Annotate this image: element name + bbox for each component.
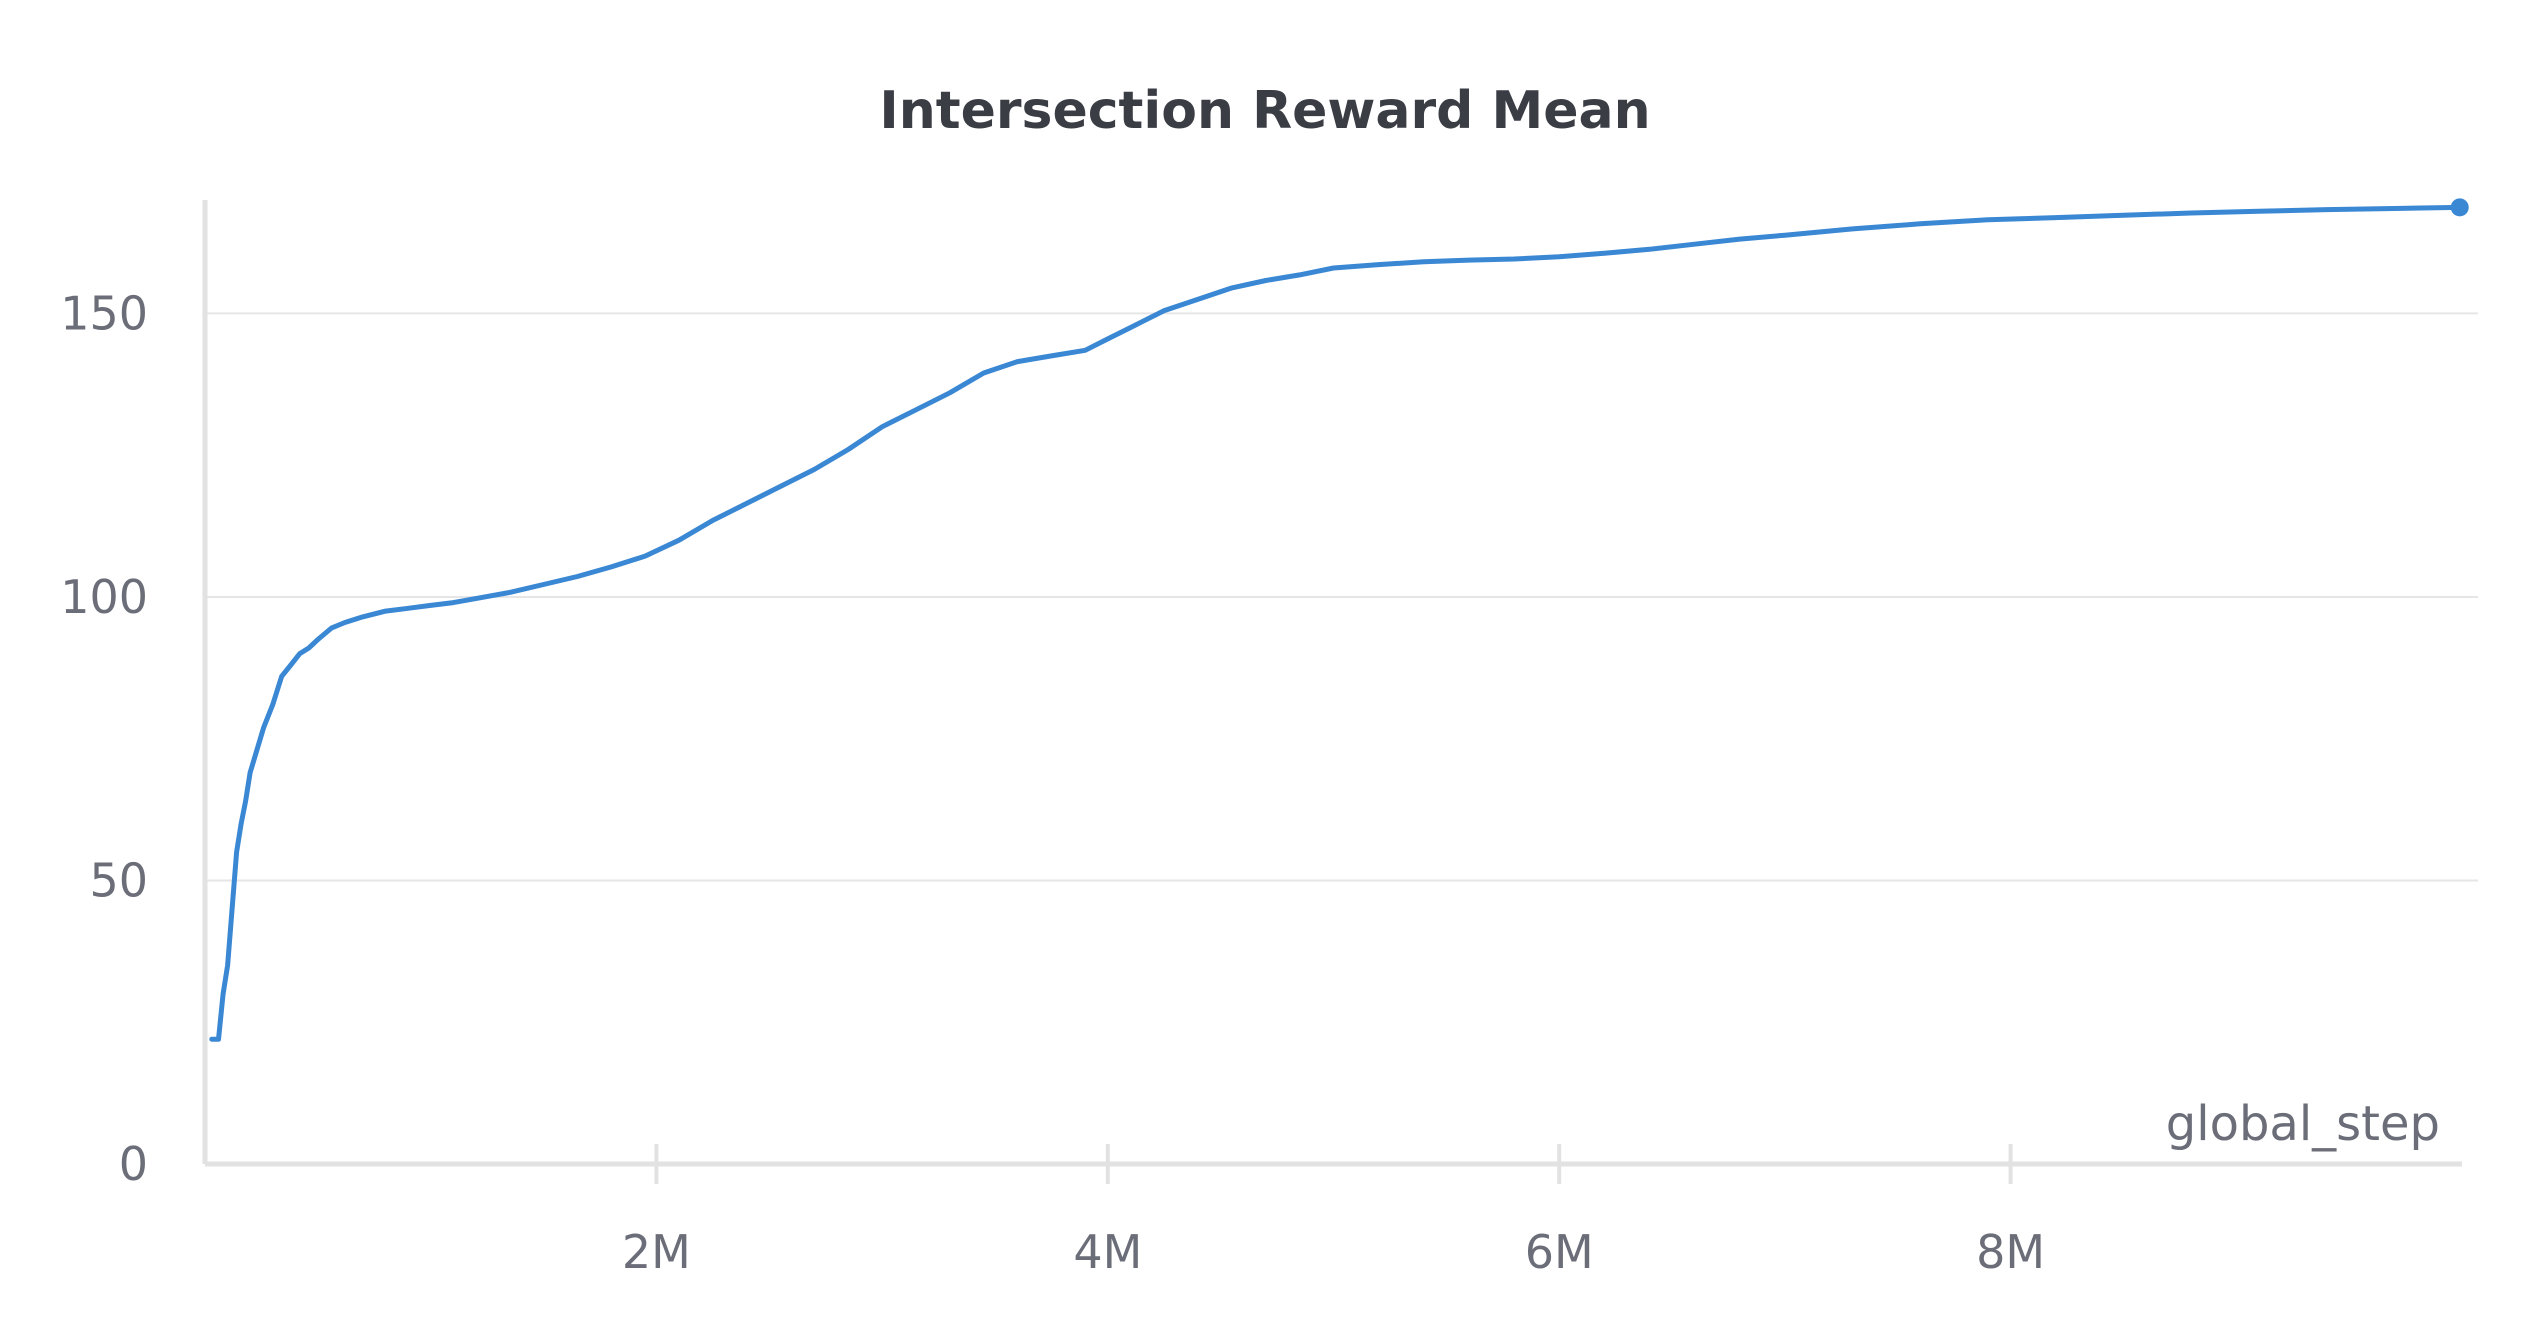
axes bbox=[202, 200, 2462, 1167]
series-end-point bbox=[2450, 198, 2469, 217]
y-tick-label: 150 bbox=[60, 286, 148, 340]
series-layer bbox=[209, 198, 2469, 1042]
x-axis-label: global_step bbox=[2166, 1096, 2440, 1152]
chart-title: Intersection Reward Mean bbox=[879, 81, 1650, 141]
series-line bbox=[209, 204, 2463, 1042]
x-tick-label: 6M bbox=[1525, 1225, 1594, 1279]
x-tick-label: 8M bbox=[1976, 1225, 2045, 1279]
y-tick-label: 50 bbox=[89, 853, 148, 907]
grid-lines bbox=[205, 312, 2478, 882]
x-tick-label: 4M bbox=[1073, 1225, 1142, 1279]
y-tick-label: 100 bbox=[60, 570, 148, 624]
tick-labels: 0 50 100 150 2M 4M 6M 8M bbox=[60, 286, 2045, 1279]
y-tick-label: 0 bbox=[119, 1137, 148, 1191]
x-tick-label: 2M bbox=[622, 1225, 691, 1279]
